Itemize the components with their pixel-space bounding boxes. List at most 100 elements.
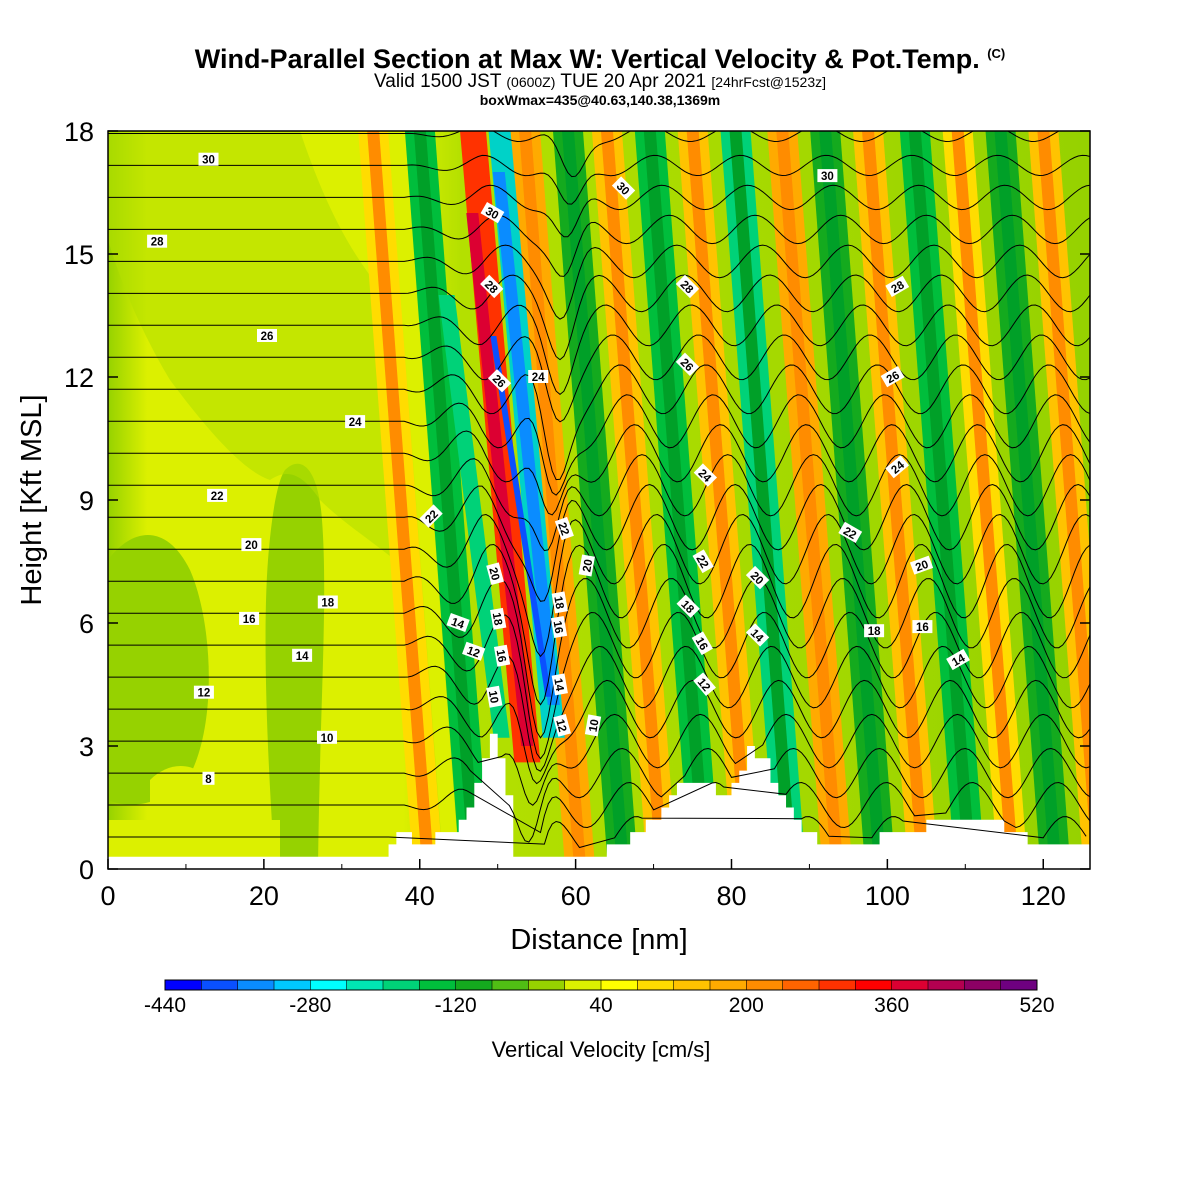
x-tick-label: 0	[100, 881, 115, 911]
contour-label-bg	[885, 455, 910, 479]
contour-label-bg	[317, 730, 337, 744]
contour-label: 14	[446, 613, 470, 633]
contour-label-bg	[551, 591, 568, 614]
contour-label-text: 14	[449, 616, 466, 632]
contour-label-bg	[193, 685, 214, 699]
theta-isotherm	[108, 679, 1090, 785]
contour-label: 22	[554, 516, 574, 541]
contour-label-text: 20	[581, 558, 595, 573]
x-axis-title: Distance [nm]	[510, 924, 687, 956]
theta-isotherm	[108, 513, 1090, 658]
downdraft-core	[492, 172, 560, 705]
wave-band-core	[908, 131, 976, 861]
colorbar-swatch	[637, 980, 675, 990]
valid-time: Valid 1500 JST	[373, 71, 502, 92]
contour-label-bg	[584, 714, 602, 737]
wave-band-core	[729, 131, 796, 861]
contour-label: 10	[317, 730, 337, 745]
contour-label-text: 16	[916, 622, 929, 634]
wave-band-core	[819, 131, 886, 861]
contour-label: 14	[551, 673, 568, 696]
contour-label-text: 16	[693, 635, 710, 652]
colorbar-swatch	[419, 980, 457, 990]
colorbar-tick-label: 360	[874, 994, 909, 1017]
y-tick-label: 0	[79, 855, 94, 885]
contour-label-bg	[676, 594, 700, 618]
theta-isotherm	[108, 747, 1090, 843]
forecast-info: [24hrFcst@1523z]	[711, 74, 826, 90]
theta-isotherm	[108, 184, 1090, 238]
contour-label-text: 14	[551, 677, 565, 692]
contour-label-bg	[551, 673, 568, 696]
colorbar-swatch	[346, 980, 384, 990]
contour-label-bg	[480, 274, 504, 299]
colorbar-swatch	[855, 980, 893, 990]
contour-label-bg	[292, 648, 313, 662]
contour-label: 20	[486, 562, 504, 586]
colorbar-title: Vertical Velocity [cm/s]	[492, 1037, 711, 1062]
contour-label-text: 20	[245, 540, 258, 552]
colorbar-swatch	[819, 980, 856, 990]
contour-label-text: 22	[211, 491, 224, 503]
contour-label: 10	[486, 685, 503, 708]
contour-label-text: 22	[841, 525, 858, 542]
y-tick-label: 12	[64, 363, 94, 393]
wave-band-core	[643, 131, 711, 861]
contour-label-bg	[691, 631, 713, 656]
y-tick-label: 18	[64, 117, 94, 147]
theta-contours	[108, 131, 1090, 849]
colorbar-swatch	[201, 980, 239, 990]
colorbar-swatch	[492, 980, 529, 990]
colorbar	[164, 979, 1038, 991]
contour-label-bg	[480, 201, 505, 224]
contour-label-bg	[345, 415, 366, 429]
contour-label-text: 18	[321, 598, 334, 610]
contour-label-bg	[241, 538, 262, 552]
colorbar-swatch	[165, 980, 202, 990]
colorbar-swatch	[710, 980, 747, 990]
contour-label: 20	[909, 555, 934, 575]
wave-band-core	[951, 131, 1019, 861]
wave-band-core	[994, 131, 1061, 861]
contour-label-text: 30	[483, 205, 500, 222]
contour-label-text: 26	[261, 331, 274, 343]
colorbar-swatch	[673, 980, 711, 990]
y-tick-label: 9	[79, 486, 94, 516]
theta-isotherm	[108, 645, 1090, 772]
y-tick-label: 6	[79, 609, 94, 639]
box-wmax-info: boxWmax=435@40.63,140.38,1369m	[479, 92, 721, 108]
contour-label-text: 18	[490, 612, 504, 627]
theta-isotherm	[108, 244, 1090, 320]
colorbar-swatch	[746, 980, 784, 990]
colorbar-tick-label: 200	[729, 994, 764, 1017]
colorbar-swatch	[274, 980, 311, 990]
colorbar-swatch	[782, 980, 820, 990]
colorbar-swatch	[455, 980, 493, 990]
contour-label-bg	[419, 504, 443, 528]
colorbar-labels: -440 -280 -120 40 200 360 520	[144, 994, 1055, 1017]
contour-label-text: 24	[349, 417, 362, 429]
zulu-time: (0600Z)	[506, 74, 556, 90]
contour-label-text: 10	[321, 733, 334, 745]
contour-label: 16	[239, 611, 260, 626]
contour-label: 22	[692, 549, 714, 574]
wave-band-core	[561, 131, 629, 861]
wave-band-core	[367, 131, 434, 861]
updraft-core	[466, 213, 534, 746]
contour-label-bg	[578, 554, 595, 577]
theta-isotherm	[108, 543, 1090, 706]
contour-label-bg	[611, 176, 636, 200]
contour-label-bg	[446, 613, 470, 633]
contour-label-bg	[207, 488, 228, 502]
contour-label-text: 12	[198, 688, 211, 700]
x-tick-label: 100	[865, 881, 910, 911]
contour-label: 28	[885, 275, 910, 297]
contour-label-text: 16	[243, 614, 256, 626]
contour-label-text: 20	[486, 566, 501, 581]
contour-label-bg	[946, 648, 970, 671]
colorbar-swatch	[1000, 980, 1038, 990]
contour-label-text: 10	[486, 690, 500, 705]
colorbar-swatch	[383, 980, 420, 990]
theta-isotherm	[108, 394, 1090, 496]
